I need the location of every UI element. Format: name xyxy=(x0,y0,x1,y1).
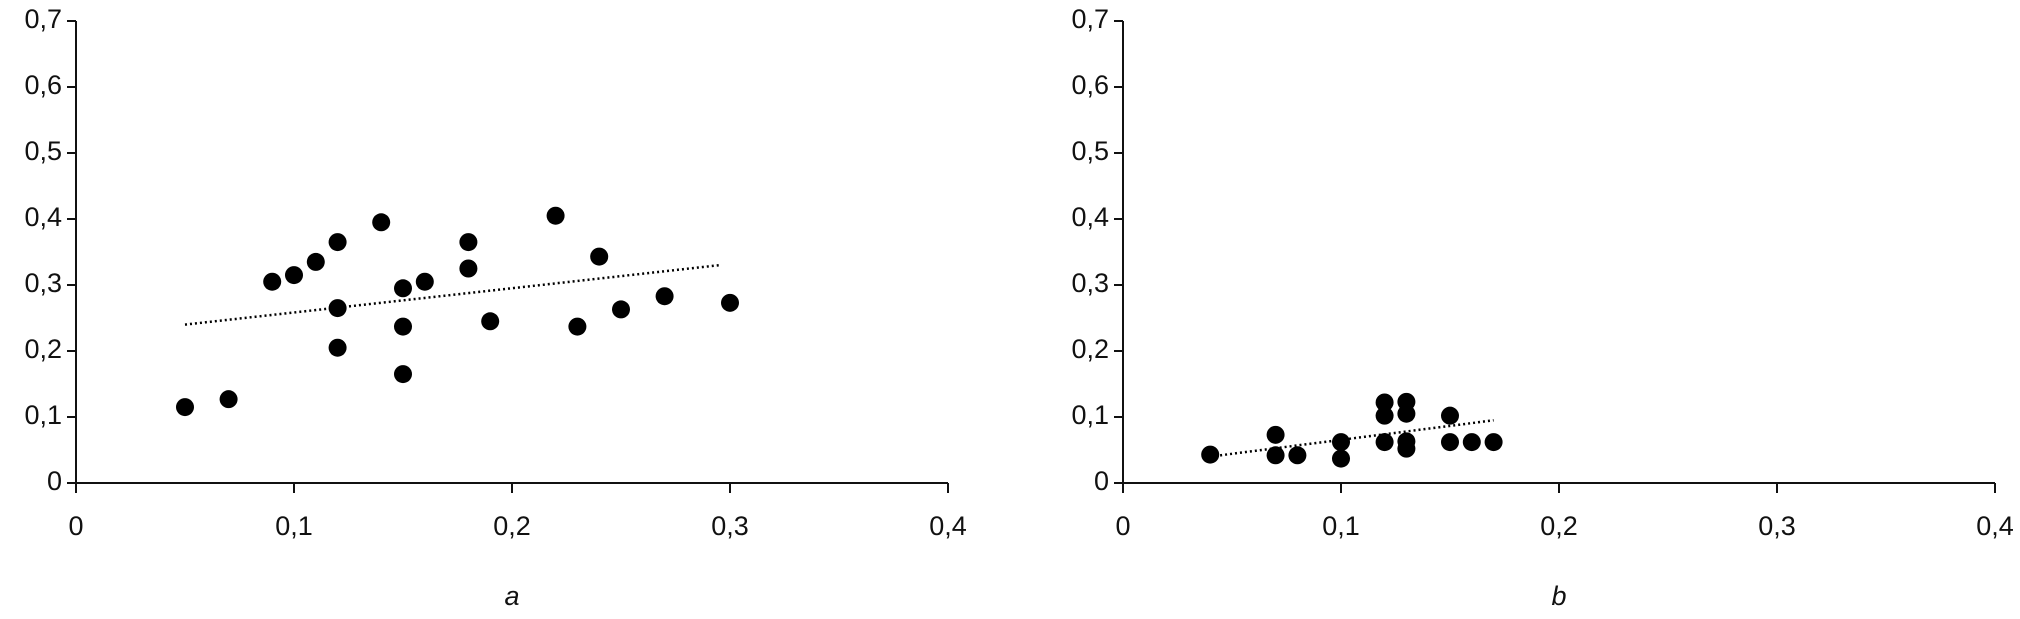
point xyxy=(459,233,478,252)
y-tick-label: 0,3 xyxy=(24,268,62,298)
point xyxy=(1266,425,1285,444)
x-tick-label: 0,4 xyxy=(1976,511,2014,541)
y-tick-label: 0,6 xyxy=(1071,70,1109,100)
point xyxy=(285,266,303,285)
point xyxy=(1441,433,1459,452)
point xyxy=(590,247,609,266)
point xyxy=(263,272,282,291)
point xyxy=(481,312,500,331)
x-tick-label: 0,3 xyxy=(1758,511,1796,541)
point xyxy=(372,213,391,232)
y-tick-label: 0,1 xyxy=(1071,400,1109,430)
point xyxy=(415,272,434,291)
y-tick-label: 0,5 xyxy=(1071,136,1109,166)
point xyxy=(219,390,238,409)
point xyxy=(394,317,412,336)
point xyxy=(459,259,478,278)
x-axis-label: b xyxy=(1551,581,1566,611)
point xyxy=(612,300,630,319)
point xyxy=(176,398,194,417)
y-tick-label: 0,7 xyxy=(1071,4,1109,34)
x-axis-label: a xyxy=(504,581,519,611)
trend-line xyxy=(184,263,720,326)
point xyxy=(1201,445,1220,464)
point xyxy=(1332,449,1350,468)
point xyxy=(328,233,347,252)
y-tick-label: 0,2 xyxy=(24,334,62,364)
point xyxy=(546,206,565,225)
point xyxy=(1375,393,1394,412)
point xyxy=(568,317,587,336)
point xyxy=(328,299,347,318)
point xyxy=(1441,406,1459,425)
x-tick-label: 0,2 xyxy=(493,511,531,541)
x-tick-label: 0,1 xyxy=(1322,511,1360,541)
y-tick-label: 0,5 xyxy=(24,136,62,166)
point xyxy=(328,338,347,357)
point xyxy=(1397,404,1416,423)
y-tick-label: 0 xyxy=(47,466,62,496)
x-tick-label: 0,1 xyxy=(275,511,313,541)
y-tick-label: 0,1 xyxy=(24,400,62,430)
point xyxy=(394,365,412,384)
y-tick-label: 0,6 xyxy=(24,70,62,100)
point xyxy=(655,287,674,306)
x-tick-label: 0,3 xyxy=(711,511,749,541)
y-tick-label: 0,4 xyxy=(24,202,62,232)
y-tick-label: 0,3 xyxy=(1071,268,1109,298)
point xyxy=(394,279,412,298)
point xyxy=(1462,433,1481,452)
point xyxy=(1288,446,1307,465)
point xyxy=(1397,439,1416,458)
point xyxy=(1375,433,1394,452)
x-tick-label: 0,4 xyxy=(929,511,967,541)
point xyxy=(721,293,739,312)
point xyxy=(1332,433,1350,452)
y-tick-label: 0 xyxy=(1094,466,1109,496)
point xyxy=(1266,446,1285,465)
x-tick-label: 0 xyxy=(68,511,83,541)
point xyxy=(1375,406,1394,425)
y-tick-label: 0,2 xyxy=(1071,334,1109,364)
x-tick-label: 0 xyxy=(1115,511,1130,541)
x-tick-label: 0,2 xyxy=(1540,511,1578,541)
y-tick-label: 0,4 xyxy=(1071,202,1109,232)
point xyxy=(306,252,325,271)
y-tick-label: 0,7 xyxy=(24,4,62,34)
point xyxy=(1484,433,1503,452)
